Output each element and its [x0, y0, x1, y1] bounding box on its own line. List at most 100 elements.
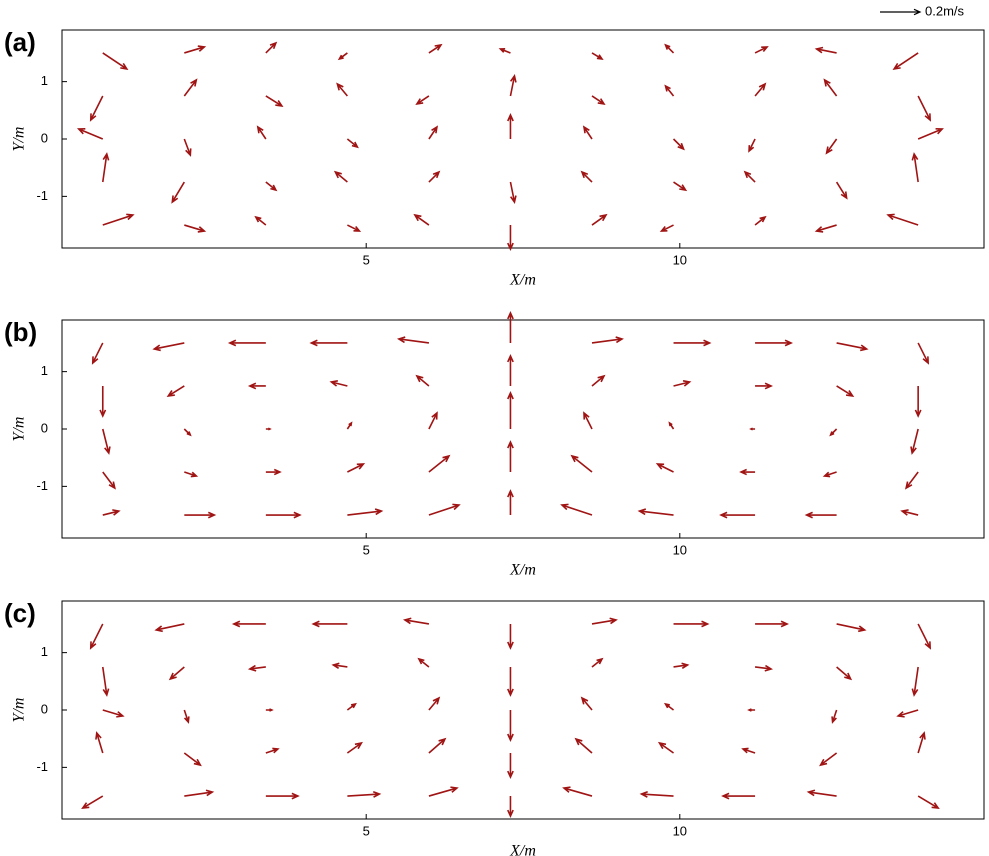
- velocity-arrow: [748, 138, 756, 153]
- velocity-arrow: [507, 489, 514, 516]
- velocity-arrow: [900, 509, 919, 516]
- velocity-arrow: [428, 786, 459, 797]
- key-arrow: [880, 8, 922, 16]
- velocity-arrow: [507, 113, 514, 139]
- velocity-arrow: [347, 508, 384, 516]
- velocity-arrow: [428, 170, 441, 183]
- velocity-arrow: [396, 336, 430, 344]
- x-axis-title: X/m: [509, 562, 536, 579]
- velocity-arrow: [664, 43, 675, 54]
- velocity-arrow: [102, 509, 121, 516]
- velocity-arrow: [754, 82, 767, 97]
- velocity-arrow: [184, 224, 207, 233]
- velocity-arrow: [101, 152, 110, 183]
- x-tick-label: 5: [363, 823, 370, 838]
- velocity-arrow: [265, 708, 274, 712]
- velocity-arrow: [917, 623, 932, 650]
- velocity-arrow: [428, 737, 447, 754]
- velocity-arrow: [836, 385, 855, 398]
- velocity-arrow: [428, 125, 438, 140]
- velocity-arrow: [814, 224, 837, 233]
- velocity-arrow: [823, 78, 838, 97]
- velocity-arrow: [591, 95, 606, 106]
- velocity-arrow: [673, 181, 688, 192]
- velocity-arrow: [247, 664, 266, 672]
- y-tick-label: 0: [41, 420, 48, 435]
- y-axis-title: Y/m: [11, 698, 28, 723]
- velocity-arrow: [428, 503, 461, 516]
- velocity-arrow: [265, 181, 278, 192]
- velocity-arrow: [256, 125, 267, 140]
- velocity-arrow: [917, 731, 926, 754]
- velocity-arrow: [311, 620, 348, 628]
- velocity-arrow: [754, 215, 767, 226]
- velocity-arrow: [659, 224, 674, 232]
- velocity-arrow: [184, 471, 199, 478]
- velocity-arrow: [254, 215, 267, 226]
- y-tick-label: 0: [41, 701, 48, 716]
- panel-label: (b): [4, 317, 37, 347]
- velocity-arrow: [309, 339, 348, 347]
- y-tick-label: -1: [36, 759, 48, 774]
- velocity-arrow: [428, 43, 443, 54]
- velocity-arrow: [81, 795, 104, 810]
- velocity-arrow: [507, 753, 514, 779]
- velocity-arrow: [184, 511, 217, 519]
- velocity-arrow: [183, 709, 190, 724]
- velocity-arrow: [892, 52, 919, 71]
- velocity-arrow: [507, 391, 514, 429]
- velocity-arrow: [183, 138, 192, 157]
- velocity-arrow: [99, 385, 107, 418]
- velocity-arrow: [168, 666, 185, 681]
- velocity-arrow: [509, 74, 517, 97]
- velocity-arrow: [346, 138, 359, 149]
- velocity-arrow: [402, 617, 430, 625]
- velocity-arrow: [754, 664, 774, 672]
- plot-frame: [61, 29, 985, 249]
- velocity-arrow: [814, 46, 837, 54]
- velocity-arrow: [183, 428, 192, 437]
- y-tick-label: 1: [41, 644, 48, 659]
- velocity-arrow: [806, 789, 837, 797]
- velocity-arrow: [265, 747, 280, 754]
- velocity-arrow: [331, 662, 348, 669]
- velocity-arrow: [507, 310, 514, 343]
- velocity-arrow: [657, 741, 674, 754]
- velocity-arrow: [580, 696, 593, 711]
- velocity-arrow: [428, 454, 451, 473]
- velocity-arrow: [428, 411, 438, 430]
- velocity-arrow: [655, 463, 674, 473]
- velocity-arrow: [247, 382, 266, 390]
- velocity-arrow: [336, 82, 348, 97]
- velocity-arrow: [337, 52, 348, 61]
- velocity-arrow: [825, 138, 838, 155]
- x-tick-label: 10: [673, 252, 687, 267]
- velocity-arrow: [509, 181, 517, 204]
- x-tick-label: 5: [363, 252, 370, 267]
- velocity-arrow: [183, 752, 202, 767]
- x-axis-title: X/m: [509, 272, 536, 289]
- velocity-arrow: [171, 181, 185, 204]
- velocity-arrow: [673, 662, 690, 669]
- velocity-arrow: [574, 737, 593, 754]
- panel-label: (a): [4, 27, 36, 57]
- velocity-arrow: [101, 666, 110, 697]
- velocity-arrow: [498, 47, 511, 54]
- velocity-arrow: [507, 666, 514, 697]
- velocity-arrow: [755, 382, 774, 390]
- velocity-arrow: [822, 471, 837, 478]
- velocity-arrow: [896, 709, 919, 718]
- velocity-arrow: [231, 620, 266, 628]
- velocity-arrow: [914, 385, 922, 418]
- velocity-arrow: [265, 41, 278, 54]
- velocity-arrow: [166, 385, 185, 398]
- velocity-arrow: [415, 374, 430, 387]
- velocity-arrow: [721, 792, 756, 800]
- velocity-arrow: [265, 468, 282, 476]
- plot-frame: [61, 319, 985, 539]
- y-tick-label: -1: [36, 478, 48, 493]
- y-tick-label: -1: [36, 188, 48, 203]
- velocity-arrow: [347, 463, 366, 473]
- velocity-arrow: [639, 790, 674, 798]
- velocity-arrow: [184, 45, 207, 54]
